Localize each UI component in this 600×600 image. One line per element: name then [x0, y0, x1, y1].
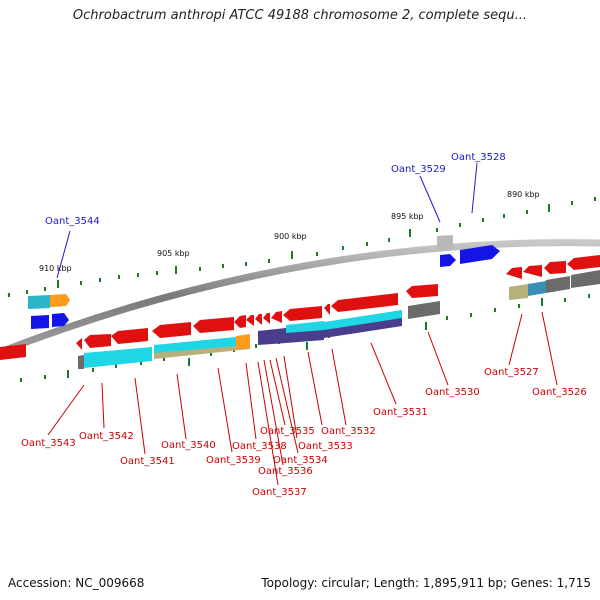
chromosome-backbone [0, 239, 600, 356]
feature-block[interactable] [324, 318, 402, 338]
topology-summary: Topology: circular; Length: 1,895,911 bp… [261, 576, 591, 590]
feature-block[interactable] [546, 276, 570, 293]
gene-arrow[interactable] [271, 311, 282, 323]
gene-arrow[interactable] [263, 313, 270, 324]
gene-label-oant-3542: Oant_3542 [79, 431, 134, 442]
gene-label-oant-3526: Oant_3526 [532, 387, 587, 398]
sequence-title: Ochrobactrum anthropi ATCC 49188 chromos… [72, 8, 528, 23]
feature-block[interactable] [258, 328, 286, 345]
feature-block[interactable] [509, 284, 528, 300]
gene-label-oant-3536: Oant_3536 [258, 466, 313, 477]
feature-block[interactable] [84, 347, 152, 368]
scale-label-910: 910 kbp [39, 264, 72, 273]
gene-label-oant-3531: Oant_3531 [373, 407, 428, 418]
scale-label-900: 900 kbp [274, 232, 307, 241]
outer-track-genes [28, 235, 500, 329]
gene-label-oant-3543: Oant_3543 [21, 438, 76, 449]
gene-arrow[interactable] [567, 255, 600, 270]
gene-arrow[interactable] [324, 304, 330, 315]
gene-arrow[interactable] [28, 295, 50, 309]
gene-arrow[interactable] [523, 265, 542, 277]
feature-block[interactable] [528, 281, 546, 296]
gene-arrow[interactable] [50, 294, 70, 307]
gene-arrow[interactable] [0, 344, 26, 360]
gene-arrow[interactable] [31, 315, 49, 329]
gene-label-oant-3539: Oant_3539 [206, 455, 261, 466]
annotation-blocks [78, 270, 600, 369]
gene-arrow[interactable] [152, 322, 191, 338]
gene-arrow[interactable] [193, 317, 234, 333]
accession-text: Accession: NC_009668 [8, 576, 145, 590]
inner-track-genes [0, 255, 600, 360]
gene-arrow[interactable] [246, 315, 254, 326]
gene-arrow[interactable] [255, 314, 262, 325]
gene-arrow[interactable] [440, 254, 456, 267]
gene-arrow[interactable] [506, 267, 522, 279]
gene-arrow[interactable] [84, 334, 111, 348]
gene-label-oant-3533: Oant_3533 [298, 441, 353, 452]
gene-label-oant-3534: Oant_3534 [273, 455, 328, 466]
scale-label-905: 905 kbp [157, 249, 190, 258]
scale-label-895: 895 kbp [391, 212, 424, 221]
feature-block[interactable] [286, 330, 324, 343]
gene-label-oant-3541: Oant_3541 [120, 456, 175, 467]
gene-label-oant-3538: Oant_3538 [232, 441, 287, 452]
gene-arrow[interactable] [111, 328, 148, 344]
gene-link-oant-3529[interactable]: Oant_3529 [391, 164, 446, 175]
gene-arrow[interactable] [544, 261, 566, 274]
gene-arrow[interactable] [460, 245, 500, 264]
feature-block[interactable] [408, 301, 440, 319]
label-leaders [47, 162, 558, 486]
feature-block[interactable] [78, 355, 84, 369]
feature-block[interactable] [154, 337, 236, 353]
gene-label-oant-3527: Oant_3527 [484, 367, 539, 378]
gene-link-oant-3544[interactable]: Oant_3544 [45, 216, 100, 227]
gene-label-oant-3530: Oant_3530 [425, 387, 480, 398]
feature-block[interactable] [571, 270, 600, 288]
gene-arrow[interactable] [234, 315, 246, 328]
gene-label-oant-3535: Oant_3535 [260, 426, 315, 437]
gene-arrow[interactable] [331, 293, 398, 312]
gene-label-oant-3532: Oant_3532 [321, 426, 376, 437]
gene-arrow[interactable] [76, 338, 82, 350]
scale-label-890: 890 kbp [507, 190, 540, 199]
gene-label-oant-3537: Oant_3537 [252, 487, 307, 498]
gene-arrow[interactable] [52, 313, 69, 327]
gene-arrow[interactable] [406, 284, 438, 298]
gene-label-oant-3540: Oant_3540 [161, 440, 216, 451]
gene-arrow[interactable] [437, 235, 453, 250]
gene-link-oant-3528[interactable]: Oant_3528 [451, 152, 506, 163]
feature-block[interactable] [236, 334, 250, 349]
gene-arrow[interactable] [283, 306, 322, 321]
